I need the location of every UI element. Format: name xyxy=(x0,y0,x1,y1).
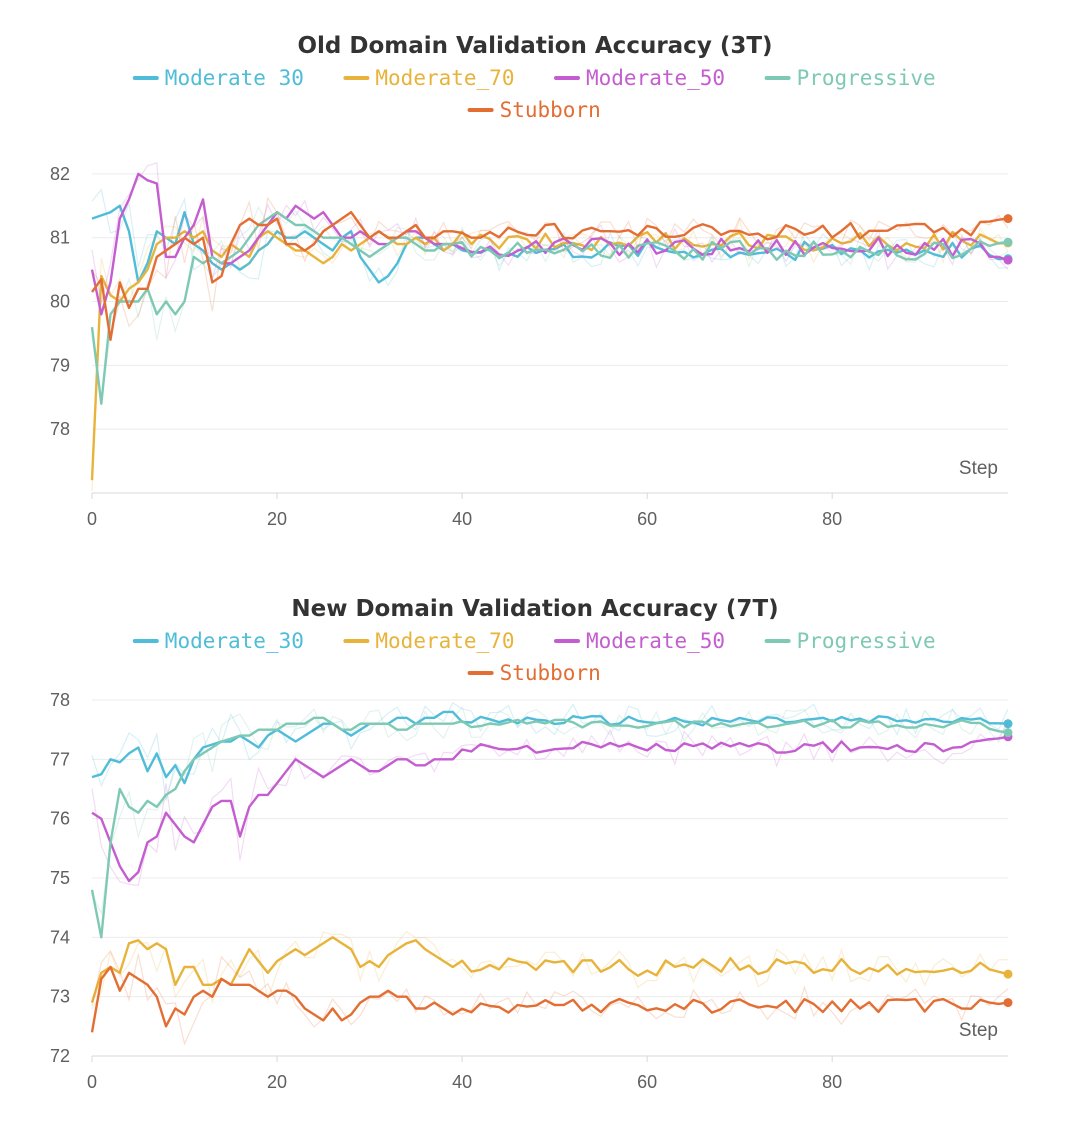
series-line-moderate-50[interactable] xyxy=(91,735,1009,883)
legend-item-progressive[interactable]: Progressive xyxy=(764,66,936,90)
x-axis-label: Step xyxy=(959,1020,998,1041)
legend-item-moderate-70[interactable]: Moderate_70 xyxy=(343,66,514,90)
legend-label: Progressive xyxy=(797,629,936,653)
legend-label: Stubborn xyxy=(500,661,601,685)
y-tick-label: 78 xyxy=(50,690,70,710)
x-tick-label: 40 xyxy=(452,1072,472,1092)
x-tick-label: 20 xyxy=(267,1072,287,1092)
chart-title: New Domain Validation Accuracy (7T) xyxy=(291,596,778,622)
x-tick-label: 20 xyxy=(267,509,287,529)
legend-label: Moderate_50 xyxy=(586,629,725,653)
series-line-stubborn[interactable] xyxy=(91,211,1009,341)
series-line-moderate-70[interactable] xyxy=(90,230,1009,481)
legend-item-stubborn[interactable]: Stubborn xyxy=(467,98,601,122)
legend-label: Moderate_30 xyxy=(165,629,304,653)
x-tick-label: 60 xyxy=(637,509,657,529)
series-raw-moderate-50 xyxy=(91,162,1009,305)
series-raw-moderate-70 xyxy=(91,930,1009,1010)
y-tick-label: 72 xyxy=(50,1046,70,1066)
y-tick-label: 81 xyxy=(50,228,70,248)
series-end-point-moderate-70[interactable] xyxy=(1003,969,1013,979)
legend-item-moderate-30[interactable]: Moderate_30 xyxy=(132,629,304,653)
legend-label: Moderate_70 xyxy=(375,66,514,90)
x-tick-label: 40 xyxy=(452,509,472,529)
series-end-point-moderate-30[interactable] xyxy=(1003,719,1013,729)
y-tick-label: 82 xyxy=(50,164,70,184)
series-line-progressive[interactable] xyxy=(90,211,1009,405)
series-end-point-progressive[interactable] xyxy=(1003,728,1013,738)
legend-label: Moderate 30 xyxy=(165,66,304,90)
series-raw-stubborn xyxy=(91,196,1009,340)
series-end-point-stubborn[interactable] xyxy=(1003,214,1013,224)
y-tick-label: 77 xyxy=(50,749,70,769)
legend-item-progressive[interactable]: Progressive xyxy=(764,629,936,653)
series-raw-progressive xyxy=(91,205,1009,402)
legend-label: Moderate_70 xyxy=(375,629,514,653)
series-raw-stubborn xyxy=(91,949,1009,1046)
legend-item-stubborn[interactable]: Stubborn xyxy=(467,661,601,685)
series-end-point-moderate-50[interactable] xyxy=(1003,255,1013,265)
legend-item-moderate-50[interactable]: Moderate_50 xyxy=(554,66,725,90)
x-tick-label: 60 xyxy=(637,1072,657,1092)
x-tick-label: 0 xyxy=(87,509,97,529)
y-tick-label: 79 xyxy=(50,355,70,375)
y-tick-label: 80 xyxy=(50,292,70,312)
series-line-moderate-70[interactable] xyxy=(90,936,1009,1003)
old-domain-chart: Old Domain Validation Accuracy (3T) Moder… xyxy=(50,33,1013,529)
y-tick-label: 76 xyxy=(50,809,70,829)
series-raw-moderate-30 xyxy=(91,701,1009,801)
legend-label: Stubborn xyxy=(500,98,601,122)
series-line-stubborn[interactable] xyxy=(90,965,1009,1033)
x-tick-label: 80 xyxy=(822,509,842,529)
legend-label: Progressive xyxy=(797,66,936,90)
legend-label: Moderate_50 xyxy=(586,66,725,90)
series-line-progressive[interactable] xyxy=(90,716,1009,939)
series-raw-moderate-50 xyxy=(91,722,1009,887)
series-end-point-stubborn[interactable] xyxy=(1003,998,1013,1008)
y-tick-label: 78 xyxy=(50,419,70,439)
legend-item-moderate-30[interactable]: Moderate 30 xyxy=(132,66,304,90)
y-tick-label: 73 xyxy=(50,987,70,1007)
x-tick-label: 0 xyxy=(87,1072,97,1092)
y-tick-label: 75 xyxy=(50,868,70,888)
x-tick-label: 80 xyxy=(822,1072,842,1092)
legend-item-moderate-70[interactable]: Moderate_70 xyxy=(343,629,514,653)
series-end-point-progressive[interactable] xyxy=(1003,237,1013,247)
legend-item-moderate-50[interactable]: Moderate_50 xyxy=(554,629,725,653)
x-axis-label: Step xyxy=(959,458,998,479)
chart-title: Old Domain Validation Accuracy (3T) xyxy=(297,33,772,59)
new-domain-chart: New Domain Validation Accuracy (7T) Moder… xyxy=(50,596,1013,1092)
y-tick-label: 74 xyxy=(50,927,70,947)
